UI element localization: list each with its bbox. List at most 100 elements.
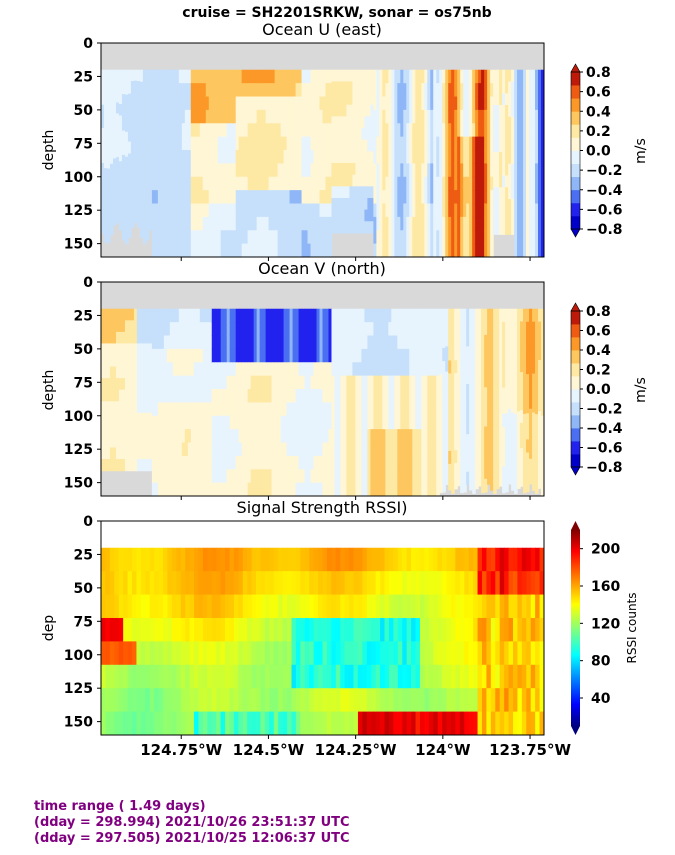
contour-cell (538, 96, 542, 111)
contour-cell (517, 308, 521, 323)
contour-cell (325, 69, 330, 84)
contour-cell (316, 176, 321, 191)
contour-cell (325, 230, 330, 245)
contour-cell (349, 455, 354, 470)
contour-cell (466, 383, 470, 398)
contour-cell (181, 389, 186, 403)
contour-cell (169, 216, 174, 231)
contour-cell (439, 413, 443, 428)
contour-cell (382, 69, 386, 84)
contour-cell (304, 243, 309, 257)
contour-cell (451, 216, 455, 231)
contour-cell (532, 477, 536, 491)
rssi-cell (366, 641, 372, 666)
contour-cell (226, 455, 231, 470)
contour-cell (523, 348, 527, 362)
contour-cell (283, 389, 288, 403)
colorbar-band (571, 350, 580, 364)
contour-cell (418, 216, 422, 231)
contour-cell (343, 128, 348, 141)
contour-cell (277, 308, 282, 323)
contour-cell (382, 190, 386, 205)
contour-cell (172, 455, 177, 470)
contour-cell (361, 335, 365, 350)
contour-cell (101, 354, 105, 368)
contour-cell (241, 442, 246, 457)
rssi-cell (450, 688, 456, 713)
contour-cell (499, 397, 503, 411)
contour-cell (301, 136, 306, 151)
rssi-cell (118, 664, 124, 689)
contour-cell (277, 375, 282, 390)
contour-cell (346, 221, 351, 234)
contour-cell (244, 469, 249, 484)
contour-cell (184, 216, 189, 231)
contour-cell (355, 151, 360, 164)
colorbar-band (571, 124, 580, 138)
contour-cell (160, 469, 165, 484)
contour-cell (157, 375, 162, 390)
rssi-cell (202, 664, 208, 689)
contour-cell (157, 216, 162, 231)
contour-cell (334, 116, 339, 129)
contour-cell (328, 469, 333, 484)
rssi-cell (393, 641, 399, 666)
contour-cell (457, 435, 461, 449)
contour-cell (490, 347, 494, 362)
contour-cell (373, 83, 377, 98)
contour-cell (145, 401, 150, 414)
contour-cell (478, 109, 482, 124)
contour-cell (160, 69, 165, 84)
contour-cell (427, 96, 431, 111)
contour-cell (460, 109, 464, 124)
contour-cell (127, 366, 132, 379)
rssi-cell (225, 711, 231, 735)
contour-cell (454, 69, 458, 84)
contour-cell (508, 383, 512, 397)
contour-cell (514, 190, 518, 205)
contour-cell (196, 402, 201, 417)
rssi-cell (211, 688, 217, 713)
contour-cell (253, 362, 258, 377)
contour-cell (193, 415, 198, 430)
contour-cell (220, 83, 225, 98)
contour-cell (538, 136, 542, 151)
rssi-cell (499, 571, 505, 596)
contour-cell (163, 348, 168, 363)
contour-cell (421, 216, 425, 231)
contour-cell (325, 442, 330, 457)
contour-cell (178, 163, 183, 178)
contour-cell (148, 459, 153, 472)
contour-cell (316, 348, 321, 363)
contour-cell (265, 362, 270, 377)
contour-cell (532, 136, 536, 151)
contour-cell (229, 429, 234, 444)
contour-cell (502, 348, 506, 362)
contour-cell (343, 308, 348, 323)
rssi-cell (287, 617, 293, 642)
contour-cell (514, 83, 518, 98)
contour-cell (520, 422, 524, 437)
contour-cell (517, 411, 521, 425)
contour-cell (397, 123, 401, 138)
rssi-cell (118, 711, 124, 735)
contour-cell (301, 83, 306, 98)
contour-cell (274, 308, 279, 323)
contour-cell (466, 176, 470, 191)
contour-cell (322, 322, 327, 337)
contour-cell (286, 308, 291, 323)
contour-cell (445, 384, 449, 398)
contour-cell (508, 408, 512, 422)
contour-cell (181, 375, 186, 390)
contour-cell (499, 473, 503, 487)
contour-cell (139, 213, 144, 227)
contour-cell (196, 176, 201, 191)
contour-cell (439, 439, 443, 454)
contour-cell (118, 354, 123, 368)
contour-cell (406, 482, 410, 496)
contour-cell (106, 320, 111, 333)
contour-cell (397, 203, 401, 218)
rssi-cell (304, 547, 310, 572)
contour-cell (382, 203, 386, 218)
contour-cell (436, 163, 440, 178)
